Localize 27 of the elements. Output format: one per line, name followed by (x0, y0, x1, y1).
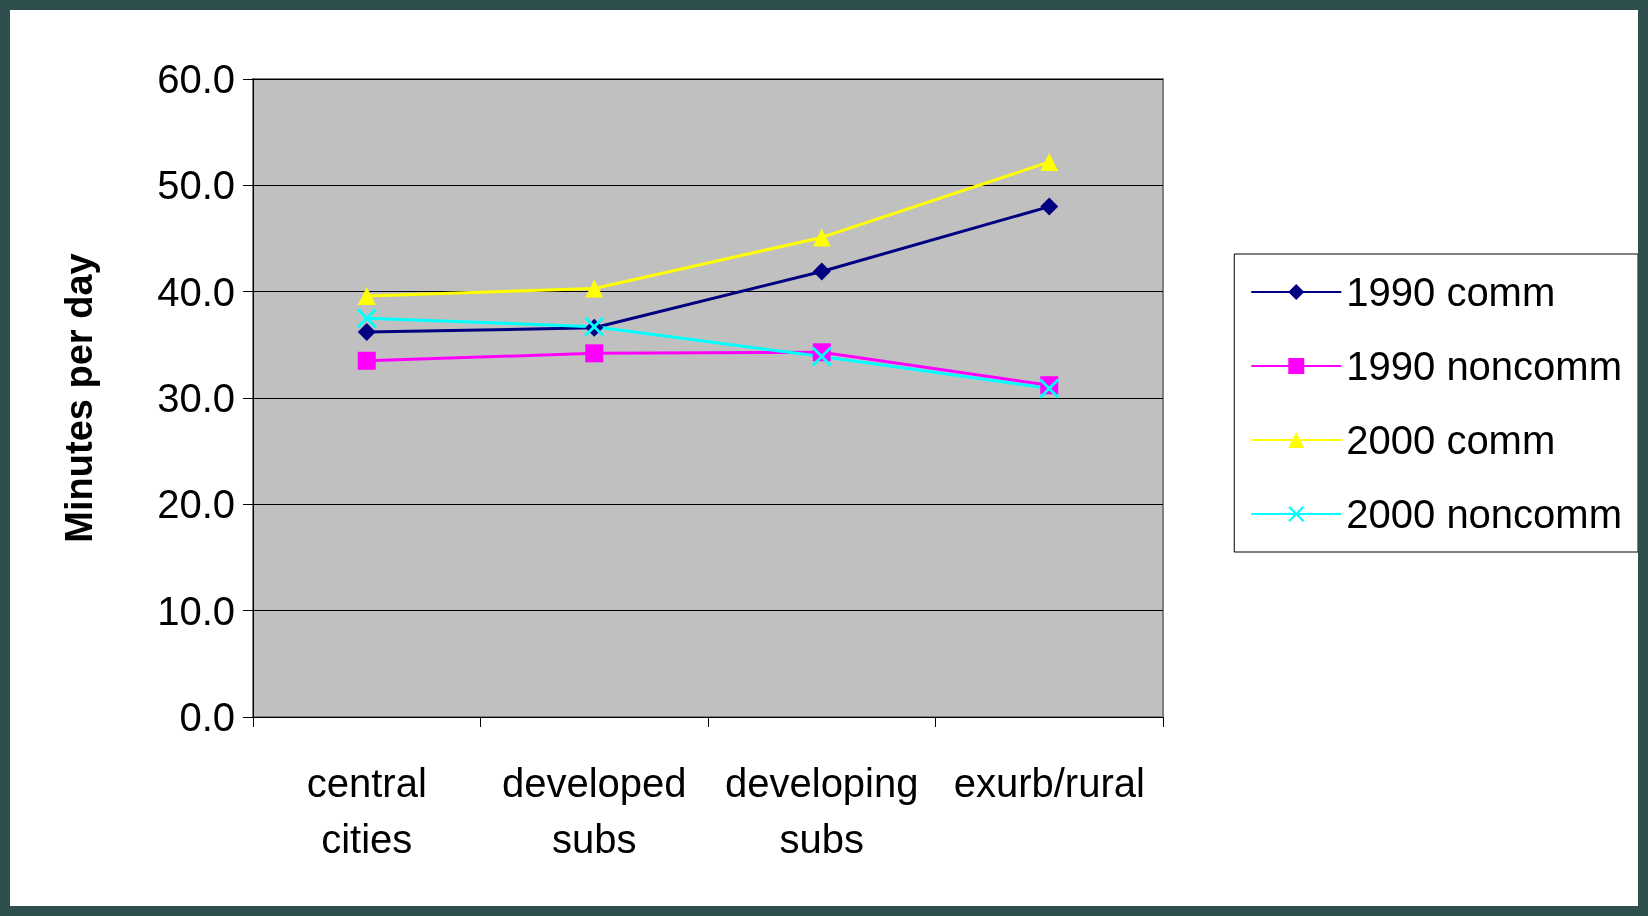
legend-label: 1990 comm (1346, 270, 1556, 314)
point (357, 323, 376, 342)
y-tick-label: 10.0 (157, 588, 235, 633)
point (812, 228, 831, 247)
legend-label: 1990 noncomm (1346, 344, 1623, 388)
point (357, 286, 376, 305)
y-tick-label: 60.0 (157, 57, 235, 101)
x-tick-label: developing subs (725, 761, 919, 861)
point (811, 346, 832, 367)
legend-label: 2000 comm (1346, 418, 1556, 462)
y-tick-label: 40.0 (157, 269, 235, 314)
x-tick-label: central cities (306, 761, 427, 861)
y-axis-title: Minutes per day (58, 253, 100, 543)
legend-label: 2000 noncomm (1346, 492, 1623, 536)
x-tick-label: exurb/rural (953, 761, 1145, 805)
point (356, 308, 377, 329)
point (585, 344, 604, 363)
point (357, 351, 376, 370)
point (1040, 152, 1059, 171)
y-tick-label: 20.0 (157, 482, 235, 527)
y-tick-label: 0.0 (179, 695, 235, 739)
point (1040, 197, 1059, 216)
y-tick-label: 30.0 (157, 376, 235, 420)
y-tick-label: 50.0 (157, 163, 235, 208)
point (585, 279, 604, 298)
x-tick-label: developed subs (501, 761, 687, 861)
point (812, 262, 831, 281)
